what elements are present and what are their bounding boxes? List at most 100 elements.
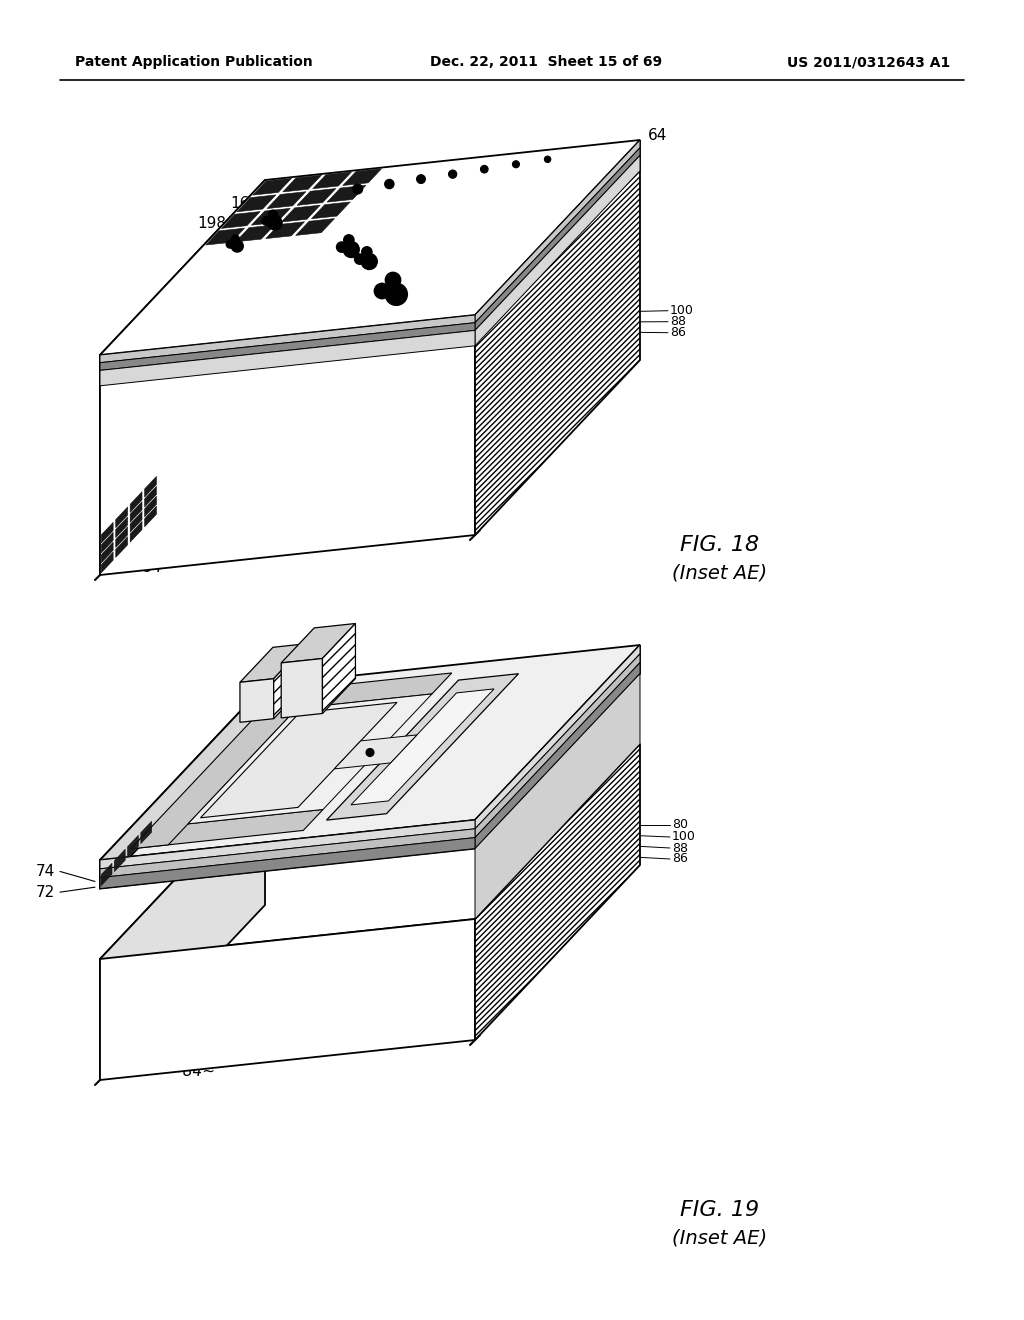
Polygon shape — [475, 156, 640, 346]
Polygon shape — [100, 744, 640, 960]
Circle shape — [512, 161, 519, 168]
Text: 88: 88 — [672, 842, 688, 854]
Text: 94: 94 — [347, 797, 367, 813]
Polygon shape — [343, 169, 382, 186]
Polygon shape — [140, 830, 152, 843]
Polygon shape — [100, 645, 640, 861]
Polygon shape — [115, 849, 125, 863]
Text: 86: 86 — [670, 326, 686, 339]
Polygon shape — [100, 784, 265, 1080]
Polygon shape — [101, 863, 112, 876]
Text: 96: 96 — [370, 220, 389, 235]
Polygon shape — [130, 512, 142, 532]
Circle shape — [449, 170, 457, 178]
Polygon shape — [115, 855, 125, 869]
Circle shape — [226, 240, 233, 248]
Polygon shape — [206, 228, 245, 246]
Text: 72: 72 — [36, 884, 54, 900]
Polygon shape — [100, 829, 475, 878]
Polygon shape — [101, 871, 112, 886]
Polygon shape — [115, 858, 125, 871]
Text: 164: 164 — [244, 220, 272, 235]
Polygon shape — [101, 866, 112, 880]
Polygon shape — [475, 140, 640, 322]
Polygon shape — [273, 644, 307, 718]
Text: FIG. 18: FIG. 18 — [680, 535, 760, 554]
Circle shape — [268, 210, 278, 219]
Polygon shape — [312, 172, 351, 189]
Polygon shape — [297, 189, 336, 206]
Circle shape — [480, 165, 488, 173]
Polygon shape — [115, 853, 125, 866]
Text: 168: 168 — [230, 195, 259, 210]
Circle shape — [385, 180, 394, 189]
Polygon shape — [282, 205, 321, 222]
Polygon shape — [265, 222, 304, 239]
Polygon shape — [475, 140, 640, 535]
Text: Patent Application Publication: Patent Application Publication — [75, 55, 312, 69]
Polygon shape — [327, 185, 366, 202]
Polygon shape — [100, 820, 475, 869]
Polygon shape — [100, 820, 475, 888]
Polygon shape — [128, 838, 138, 851]
Text: 164: 164 — [266, 721, 296, 737]
Circle shape — [337, 242, 347, 252]
Text: 88: 88 — [670, 315, 686, 329]
Polygon shape — [282, 623, 355, 663]
Polygon shape — [144, 486, 157, 507]
Polygon shape — [236, 224, 274, 242]
Polygon shape — [221, 211, 260, 228]
Polygon shape — [131, 809, 323, 849]
Polygon shape — [144, 506, 157, 527]
Polygon shape — [475, 673, 640, 919]
Polygon shape — [116, 537, 128, 557]
Polygon shape — [240, 678, 273, 722]
Polygon shape — [323, 623, 355, 714]
Circle shape — [417, 174, 425, 183]
Polygon shape — [351, 689, 494, 805]
Polygon shape — [201, 702, 397, 818]
Text: 168: 168 — [334, 717, 362, 733]
Circle shape — [231, 235, 240, 243]
Polygon shape — [283, 176, 322, 191]
Polygon shape — [100, 315, 475, 576]
Polygon shape — [140, 826, 152, 841]
Polygon shape — [140, 824, 152, 838]
Polygon shape — [252, 209, 290, 226]
Text: 86: 86 — [672, 853, 688, 866]
Circle shape — [385, 284, 408, 305]
Polygon shape — [116, 517, 128, 537]
Circle shape — [344, 235, 354, 246]
Polygon shape — [475, 645, 640, 849]
Polygon shape — [128, 841, 138, 855]
Polygon shape — [100, 685, 265, 888]
Polygon shape — [334, 735, 417, 768]
Text: 80: 80 — [672, 818, 688, 832]
Circle shape — [352, 183, 362, 194]
Text: (Inset AE): (Inset AE) — [673, 1229, 768, 1247]
Polygon shape — [130, 492, 142, 512]
Polygon shape — [100, 919, 475, 1080]
Polygon shape — [327, 673, 518, 820]
Circle shape — [375, 284, 390, 298]
Polygon shape — [101, 523, 113, 543]
Text: 198: 198 — [198, 215, 226, 231]
Text: 100: 100 — [670, 304, 694, 317]
Polygon shape — [475, 744, 640, 1040]
Text: 100: 100 — [672, 830, 696, 843]
Polygon shape — [475, 148, 640, 330]
Text: 74: 74 — [36, 865, 54, 879]
Polygon shape — [131, 688, 316, 849]
Text: 64: 64 — [648, 128, 668, 143]
Polygon shape — [128, 836, 138, 849]
Polygon shape — [259, 673, 452, 713]
Polygon shape — [100, 315, 475, 363]
Text: 96: 96 — [369, 747, 388, 762]
Polygon shape — [130, 502, 142, 523]
Polygon shape — [101, 869, 112, 883]
Polygon shape — [253, 178, 292, 195]
Text: US 2011/0312643 A1: US 2011/0312643 A1 — [786, 55, 950, 69]
Polygon shape — [128, 843, 138, 858]
Polygon shape — [101, 552, 113, 573]
Polygon shape — [296, 219, 335, 235]
